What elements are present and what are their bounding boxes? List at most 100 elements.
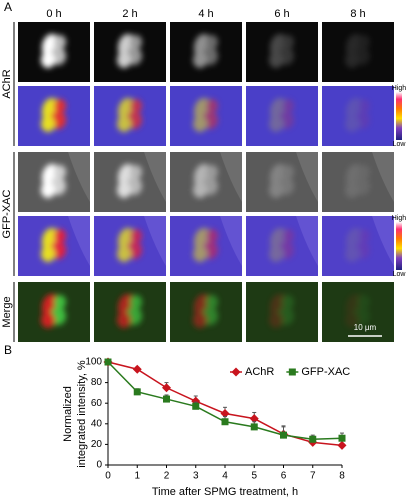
signal-blob xyxy=(117,116,131,132)
y-tick-label: 0 xyxy=(96,460,102,471)
signal-blob xyxy=(54,99,66,113)
x-tick-label: 6 xyxy=(281,471,287,482)
colorbar xyxy=(396,92,402,140)
x-tick-label: 5 xyxy=(251,471,257,482)
micrograph xyxy=(170,22,242,82)
micrograph xyxy=(322,86,394,146)
colorbar-high: High xyxy=(392,85,407,92)
signal-blob xyxy=(345,312,359,328)
signal-blob xyxy=(358,35,370,49)
cell-signal xyxy=(41,294,66,328)
row-label: Merge xyxy=(1,296,13,327)
cell-edge xyxy=(220,152,242,202)
signal-blob xyxy=(345,246,359,262)
y-axis-label: integrated intensity, % xyxy=(76,360,88,468)
cell-signal xyxy=(117,98,142,132)
x-tick-label: 0 xyxy=(105,471,111,482)
micrograph xyxy=(246,216,318,276)
signal-blob xyxy=(117,246,131,262)
signal-blob xyxy=(193,182,207,198)
cell-signal xyxy=(269,164,294,198)
signal-blob xyxy=(54,165,66,179)
panel-label: B xyxy=(4,343,12,357)
marker xyxy=(249,414,259,424)
marker xyxy=(221,418,229,426)
micrograph xyxy=(170,86,242,146)
micrograph xyxy=(246,86,318,146)
panel-label: A xyxy=(4,0,12,14)
marker xyxy=(192,402,200,410)
marker xyxy=(132,364,142,374)
signal-blob xyxy=(206,99,218,113)
micrograph xyxy=(18,22,90,82)
signal-blob xyxy=(345,52,359,68)
signal-blob xyxy=(41,246,55,262)
cell-signal xyxy=(345,228,370,262)
micrograph xyxy=(170,282,242,342)
micrographs xyxy=(18,22,394,342)
cell-edge xyxy=(220,216,242,266)
signal-blob xyxy=(193,116,207,132)
signal-blob xyxy=(345,182,359,198)
cell-edge xyxy=(68,152,90,202)
row-label: GFP-XAC xyxy=(1,190,13,239)
x-tick-label: 7 xyxy=(310,471,316,482)
y-tick-label: 40 xyxy=(91,418,103,429)
x-tick-label: 4 xyxy=(222,471,228,482)
cell-signal xyxy=(345,164,370,198)
marker xyxy=(133,388,141,396)
micrograph xyxy=(18,152,90,212)
cell-signal xyxy=(117,294,142,328)
signal-blob xyxy=(206,295,218,309)
signal-blob xyxy=(358,295,370,309)
cell-edge xyxy=(68,216,90,266)
marker xyxy=(337,440,347,450)
scale-bar-label: 10 µm xyxy=(354,323,377,332)
signal-blob xyxy=(206,35,218,49)
marker xyxy=(309,435,317,443)
signal-blob xyxy=(54,229,66,243)
micrograph xyxy=(246,22,318,82)
cell-signal xyxy=(193,228,218,262)
cell-signal xyxy=(269,34,294,68)
cell-signal xyxy=(345,294,370,328)
signal-blob xyxy=(282,165,294,179)
cell-signal xyxy=(269,294,294,328)
signal-blob xyxy=(269,52,283,68)
micrograph xyxy=(94,22,166,82)
micrograph xyxy=(322,282,394,342)
signal-blob xyxy=(117,312,131,328)
signal-blob xyxy=(130,165,142,179)
x-tick-label: 1 xyxy=(134,471,140,482)
colorbar-high: High xyxy=(392,215,407,222)
cell-signal xyxy=(193,34,218,68)
cell-signal xyxy=(193,164,218,198)
signal-blob xyxy=(269,246,283,262)
signal-blob xyxy=(269,116,283,132)
micrograph xyxy=(322,22,394,82)
cell-signal xyxy=(117,164,142,198)
marker xyxy=(338,434,346,442)
signal-blob xyxy=(206,229,218,243)
signal-blob xyxy=(282,295,294,309)
cell-signal xyxy=(41,228,66,262)
cell-edge xyxy=(296,152,318,202)
signal-blob xyxy=(41,116,55,132)
column-label: 6 h xyxy=(274,8,289,20)
marker xyxy=(162,383,171,393)
y-tick-label: 80 xyxy=(91,377,103,388)
x-tick-label: 2 xyxy=(164,471,170,482)
signal-blob xyxy=(282,229,294,243)
cell-edge xyxy=(144,152,166,202)
signal-blob xyxy=(269,182,283,198)
signal-blob xyxy=(54,295,66,309)
signal-blob xyxy=(41,52,55,68)
signal-blob xyxy=(282,99,294,113)
cell-signal xyxy=(269,228,294,262)
signal-blob xyxy=(117,52,131,68)
cell-signal xyxy=(41,164,66,198)
cell-edge xyxy=(144,216,166,266)
micrograph xyxy=(18,282,90,342)
cell-edge xyxy=(296,216,318,266)
cell-signal xyxy=(345,34,370,68)
